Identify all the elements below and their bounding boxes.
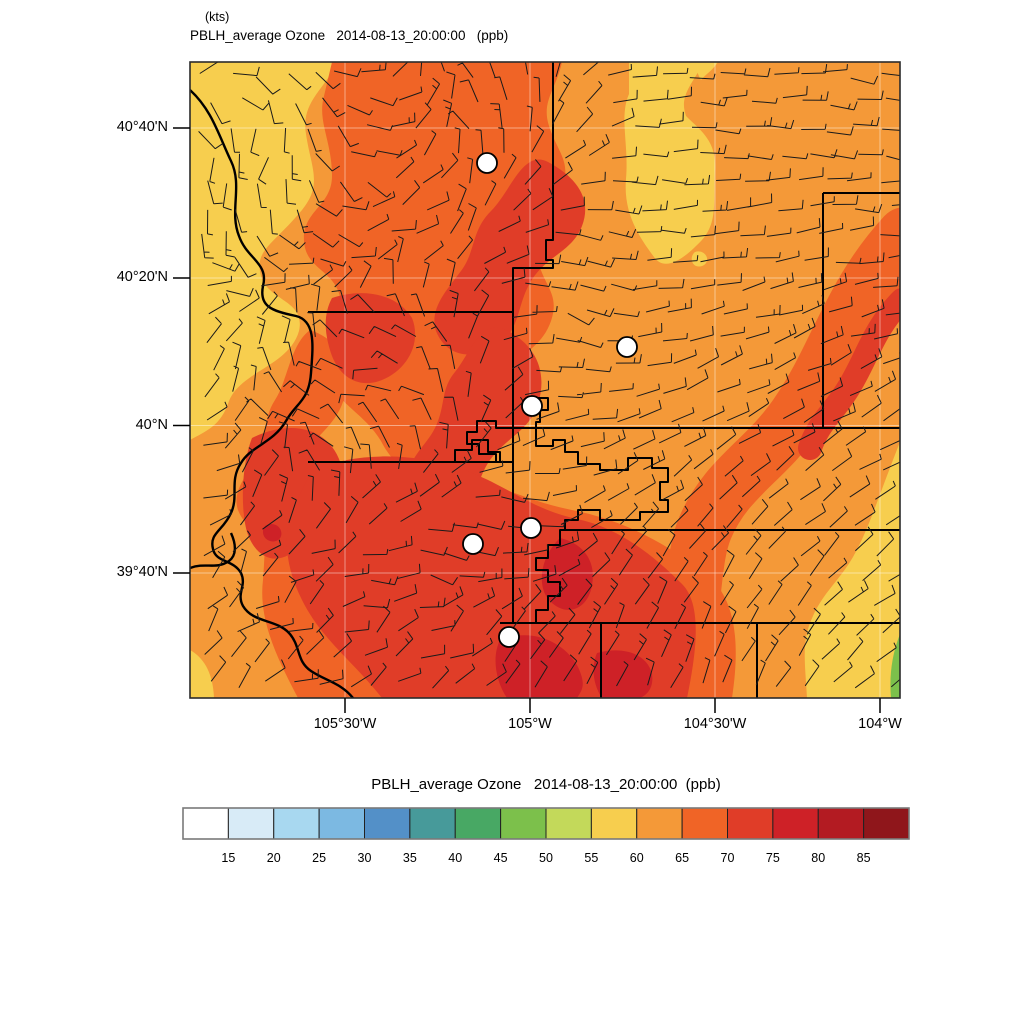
x-axis-label: 104°W [858,716,902,732]
contour-region-yellow-northeast-dot [691,251,708,267]
y-axis-label: 40°N [135,416,168,433]
contour-region-red-south-mass [286,456,696,698]
axis-tick-marks [173,127,881,713]
colorbar-tick-label: 75 [765,851,780,865]
x-axis-label: 104°30'W [683,716,747,732]
latlon-gridlines [190,62,900,698]
station-marker [520,517,542,539]
map-frame [189,61,901,699]
x-axis-label: 105°30'W [313,716,377,732]
contour-region-dkorange-northeast-band [640,207,900,698]
x-axis-label: 105°W [508,716,552,732]
contour-region-yellow-northeast-blob [624,62,716,264]
contour-region-yellow-southwest-corner [190,650,214,698]
colorbar-segment [727,807,774,840]
station-marker [521,395,543,417]
y-axis-label: 40°40'N [116,119,168,135]
colorbar-segment [409,807,456,840]
colorbar [182,807,910,840]
ozone-contour-layer [190,62,900,698]
station-marker [476,152,498,174]
station-marker [498,626,520,648]
y-axis-label: 40°20'N [116,269,168,285]
colorbar-segment [227,807,275,840]
contour-region-dkred-south-1 [495,635,583,698]
contour-region-dkred-south-2 [541,538,593,610]
colorbar-segment [636,807,683,840]
colorbar-segment [681,807,728,840]
boundary-mountain-wiggle-branch [190,532,237,570]
colorbar-segment [500,807,547,840]
station-marker [462,533,484,555]
contour-region-dkred-spot [262,523,282,542]
colorbar-tick-label: 55 [584,851,599,865]
station-markers [462,152,638,648]
colorbar-frame [182,807,910,840]
county-boundaries [190,62,900,698]
colorbar-tick-label: 85 [856,851,871,865]
colorbar-tick-label: 40 [448,851,463,865]
plot-title: PBLH_average Ozone 2014-08-13_20:00:00 (… [190,28,509,43]
colorbar-tick-label: 15 [221,851,236,865]
colorbar-tick-label: 60 [629,851,644,865]
colorbar-segment [454,807,502,840]
wind-barbs-layer [198,62,900,689]
colorbar-tick-label: 20 [266,851,281,865]
y-axis-label: 39°40'N [116,564,168,580]
colorbar-tick-label: 70 [720,851,735,865]
colorbar-segment [545,807,592,840]
contour-region-red-upper-streak [434,159,586,355]
colorbar-segment [817,807,865,840]
colorbar-tick-label: 50 [539,851,553,865]
colorbar-segment [772,807,819,840]
wind-units-label: (kts) [205,10,230,24]
boundary-denver-nw-jag [466,397,549,462]
colorbar-tick-label: 80 [811,851,826,865]
contour-region-yellow-top-corner-sliver [695,62,718,80]
colorbar-segment [273,807,320,840]
contour-region-yellow-west-strip [190,62,338,440]
boundary-broomfield-jag [454,439,501,462]
boundary-denver-arsenal-jag [535,428,669,623]
station-marker [616,336,638,358]
colorbar-tick-label: 65 [675,851,690,865]
colorbar-tick-label: 35 [402,851,417,865]
boundary-mountain-wiggle-line [190,89,354,698]
colorbar-tick-label: 25 [312,851,327,865]
colorbar-segment [590,807,638,840]
colorbar-segment [318,807,365,840]
colorbar-tick-label: 45 [493,851,508,865]
colorbar-segment [182,807,229,840]
colorbar-title: PBLH_average Ozone 2014-08-13_20:00:00 (… [371,776,721,793]
colorbar-tick-label: 30 [357,851,372,865]
colorbar-segment [364,807,411,840]
colorbar-segment [863,807,910,840]
boundary-larimer-weld-line [512,62,554,312]
